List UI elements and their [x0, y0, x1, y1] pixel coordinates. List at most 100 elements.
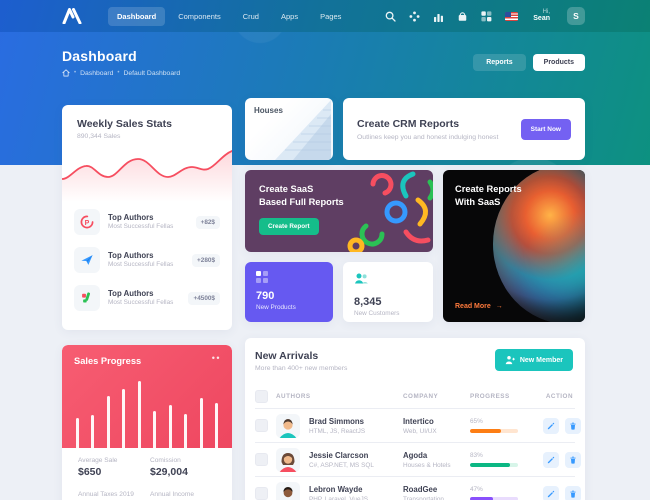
new-customers-label: New Customers — [354, 310, 400, 317]
company-name: Agoda — [403, 450, 428, 460]
arrow-right-icon: → — [495, 303, 503, 310]
row-checkbox[interactable] — [255, 453, 268, 466]
delete-button[interactable] — [565, 451, 581, 468]
new-products-value: 790 — [256, 290, 275, 302]
start-now-button[interactable]: Start Now — [520, 118, 571, 140]
apps-dots-icon[interactable] — [409, 11, 420, 22]
progress-bar — [470, 429, 518, 433]
stat-value: $650 — [78, 466, 102, 478]
bar-chart-icon[interactable] — [433, 11, 444, 22]
crm-title: Create CRM Reports — [357, 117, 460, 130]
building-image — [275, 100, 331, 160]
list-item[interactable]: Top Authors Most Successful Fellas +280$ — [74, 247, 220, 273]
author-subtitle: Most Successful Fellas — [108, 261, 174, 269]
author-value-badge: +280$ — [192, 253, 220, 267]
menu-item-apps[interactable]: Apps — [280, 11, 299, 21]
menu-item-dashboard[interactable]: Dashboard — [108, 6, 166, 26]
shopping-bag-icon[interactable] — [457, 11, 468, 22]
user-avatar[interactable]: S — [567, 7, 585, 25]
page-head: Dashboard • Dashboard • Default Dashboar… — [62, 48, 180, 77]
person-add-icon — [505, 356, 515, 365]
breadcrumb-separator: • — [117, 70, 120, 76]
crm-subtitle: Outlines keep you and honest indulging h… — [357, 133, 499, 141]
stat-label: Annual Income — [150, 491, 194, 498]
greeting-hi: Hi, — [542, 8, 550, 15]
new-customers-stat-card[interactable]: 8,345 New Customers — [343, 262, 433, 322]
breadcrumb-item-default-dashboard[interactable]: Default Dashboard — [123, 69, 181, 77]
search-icon[interactable] — [385, 11, 396, 22]
bar — [122, 388, 126, 448]
author-name[interactable]: Brad Simmons — [309, 416, 365, 426]
bar — [137, 381, 141, 448]
navbar-icons: Hi, Sean S — [385, 7, 585, 25]
company-industry: Houses & Hotels — [403, 461, 451, 469]
trash-icon — [570, 490, 576, 498]
create-report-button[interactable]: Create Report — [259, 218, 319, 236]
menu-item-components[interactable]: Components — [178, 11, 221, 21]
new-member-label: New Member — [519, 356, 563, 364]
author-name[interactable]: Lebron Wayde — [309, 484, 363, 494]
company-name: RoadGee — [403, 484, 438, 494]
menu-item-pages[interactable]: Pages — [320, 11, 342, 21]
edit-button[interactable] — [543, 485, 559, 500]
houses-card[interactable]: Houses — [245, 98, 333, 160]
author-subtitle: Most Successful Fellas — [108, 223, 174, 231]
avatar — [276, 447, 300, 472]
author-value-badge: +82$ — [195, 215, 220, 229]
breadcrumb: • Dashboard • Default Dashboard — [62, 69, 180, 77]
author-title: Top Authors — [108, 212, 154, 222]
edit-button[interactable] — [543, 451, 559, 468]
list-item[interactable]: P Top Authors Most Successful Fellas +82… — [74, 209, 220, 235]
column-header-company[interactable]: COMPANY — [403, 392, 439, 400]
trash-icon — [570, 456, 576, 464]
new-member-button[interactable]: New Member — [494, 349, 573, 371]
progress-label: 83% — [470, 452, 483, 460]
select-all-checkbox[interactable] — [255, 389, 268, 403]
company-industry: Transportation — [403, 495, 444, 500]
read-more-link[interactable]: Read More → — [455, 303, 503, 310]
edit-button[interactable] — [543, 417, 559, 434]
saas-banner-title-line2: Based Full Reports — [259, 197, 344, 208]
us-flag-icon[interactable] — [505, 11, 519, 21]
column-header-progress[interactable]: PROGRESS — [470, 392, 510, 400]
user-greeting[interactable]: Hi, Sean — [533, 9, 550, 24]
table-row: Lebron Wayde PHP, Laravel, VueJS RoadGee… — [255, 476, 581, 500]
row-checkbox[interactable] — [255, 487, 268, 500]
products-button[interactable]: Products — [532, 54, 585, 71]
author-name[interactable]: Jessie Clarcson — [309, 450, 369, 460]
progress-bar — [470, 497, 518, 500]
more-options-icon[interactable]: •• — [211, 353, 221, 363]
delete-button[interactable] — [565, 417, 581, 434]
row-checkbox[interactable] — [255, 419, 268, 432]
breadcrumb-item-dashboard[interactable]: Dashboard — [80, 69, 114, 77]
bar — [168, 404, 172, 448]
list-item[interactable]: Top Authors Most Successful Fellas +4500… — [74, 285, 220, 311]
menu-item-crud[interactable]: Crud — [242, 11, 259, 21]
author-skills: PHP, Laravel, VueJS — [309, 495, 368, 500]
new-arrivals-card: New Arrivals More than 400+ new members … — [245, 338, 585, 500]
sales-progress-stats: Average Sale $650 Comission $29,004 Annu… — [62, 448, 232, 500]
new-arrivals-table: AUTHORS COMPANY PROGRESS ACTION — [255, 384, 581, 500]
progress-bar — [470, 463, 518, 467]
brand-logo[interactable] — [62, 8, 82, 24]
bar — [153, 410, 157, 448]
stat-label: Average Sale — [78, 457, 118, 464]
home-icon[interactable] — [62, 69, 70, 77]
avatar — [276, 481, 300, 500]
table-row: Jessie Clarcson C#, ASP.NET, MS SQL Agod… — [255, 442, 581, 476]
stat-value: $29,004 — [150, 466, 188, 478]
crm-reports-card: Create CRM Reports Outlines keep you and… — [343, 98, 585, 160]
new-arrivals-subtitle: More than 400+ new members — [255, 365, 348, 372]
weekly-sales-title: Weekly Sales Stats — [77, 118, 172, 130]
pencil-icon — [547, 422, 555, 429]
column-header-authors[interactable]: AUTHORS — [276, 392, 311, 400]
bar — [91, 414, 95, 448]
new-products-stat-card[interactable]: 790 New Products — [245, 262, 333, 322]
column-header-action: ACTION — [545, 392, 573, 400]
grid-icon[interactable] — [481, 10, 492, 22]
trash-icon — [570, 422, 576, 430]
author-value-badge: +4500$ — [188, 291, 220, 305]
delete-button[interactable] — [565, 485, 581, 500]
table-row: Brad Simmons HTML, JS, ReactJS Intertico… — [255, 408, 581, 442]
reports-button[interactable]: Reports — [473, 54, 526, 71]
